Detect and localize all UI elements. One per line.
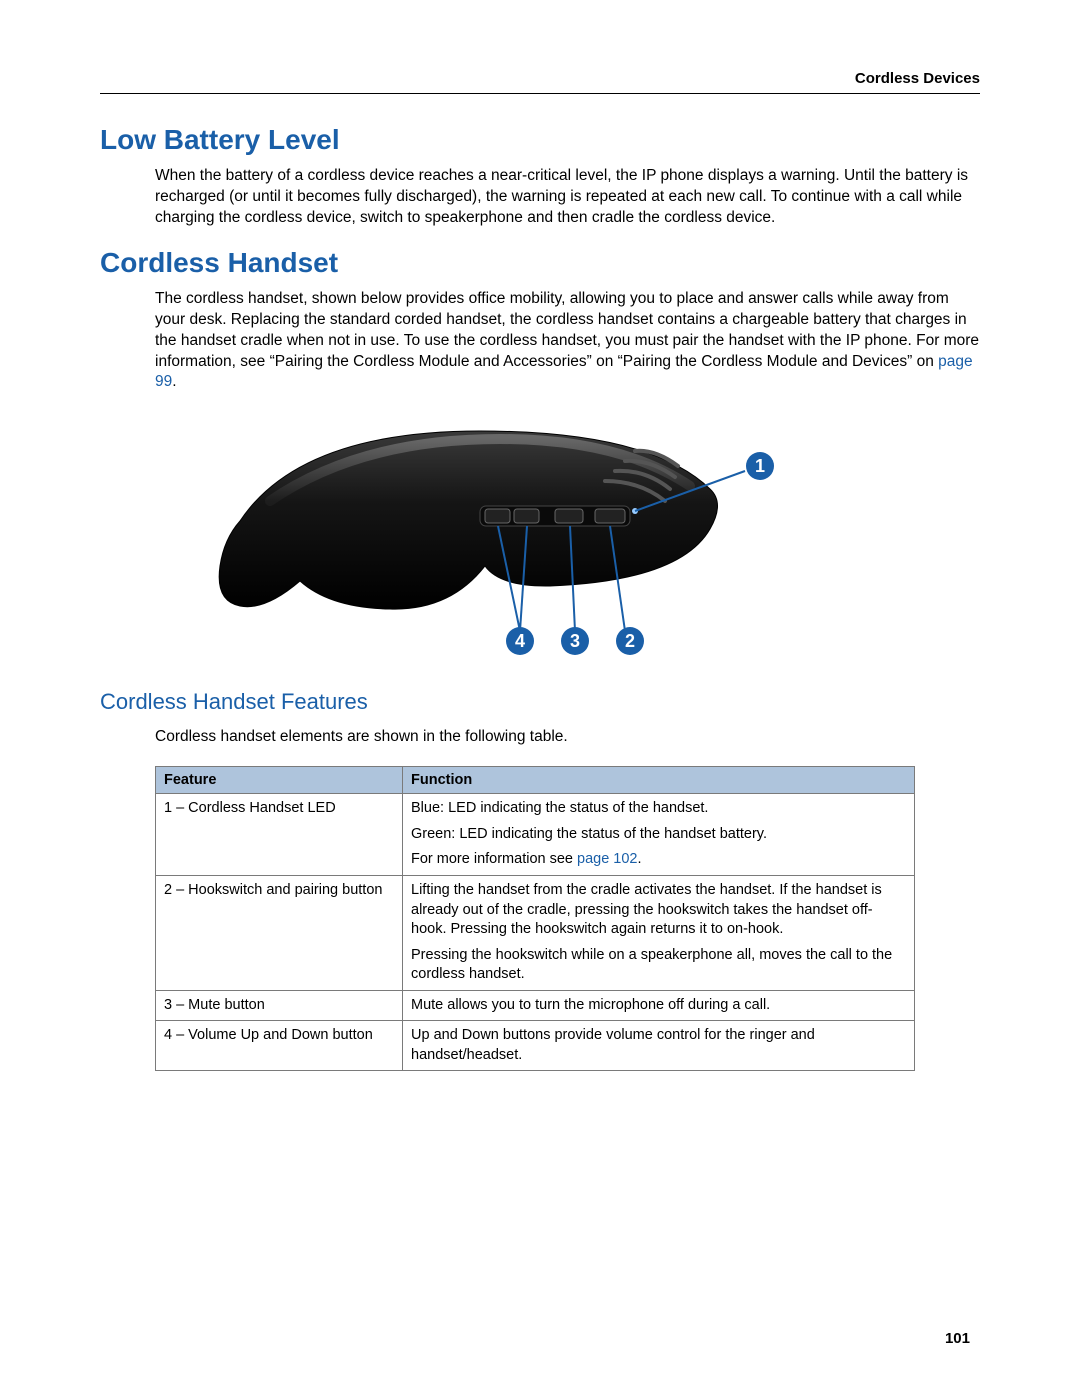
cell-function: Up and Down buttons provide volume contr… — [403, 1021, 915, 1071]
cell-paragraph: Up and Down buttons provide volume contr… — [411, 1026, 906, 1065]
col-feature: Feature — [156, 767, 403, 794]
cell-feature: 3 – Mute button — [156, 990, 403, 1021]
para-cordless-post: . — [172, 373, 176, 390]
page-number: 101 — [945, 1330, 970, 1347]
para-cordless-pre: The cordless handset, shown below provid… — [155, 290, 979, 370]
callout-1: 1 — [755, 456, 765, 476]
para-features-intro: Cordless handset elements are shown in t… — [155, 727, 980, 748]
cell-paragraph: Lifting the handset from the cradle acti… — [411, 881, 906, 940]
heading-cordless-handset: Cordless Handset — [100, 247, 980, 279]
table-row: 3 – Mute button Mute allows you to turn t… — [156, 990, 915, 1021]
para-low-battery: When the battery of a cordless device re… — [155, 166, 980, 229]
cell-paragraph: Mute allows you to turn the microphone o… — [411, 996, 906, 1016]
cell-function: Lifting the handset from the cradle acti… — [403, 875, 915, 990]
page-header-section: Cordless Devices — [100, 70, 980, 94]
cell-paragraph: Blue: LED indicating the status of the h… — [411, 799, 906, 819]
cell-feature: 2 – Hookswitch and pairing button — [156, 875, 403, 990]
table-row: 2 – Hookswitch and pairing buttonLifting… — [156, 875, 915, 990]
callout-4: 4 — [515, 631, 525, 651]
figure-handset: 1 2 3 4 — [180, 411, 800, 671]
table-row: 1 – Cordless Handset LED Blue: LED indica… — [156, 794, 915, 876]
table-row: 4 – Volume Up and Down buttonUp and Down… — [156, 1021, 915, 1071]
col-function: Function — [403, 767, 915, 794]
callout-2: 2 — [625, 631, 635, 651]
callout-3: 3 — [570, 631, 580, 651]
cell-paragraph: Pressing the hookswitch while on a speak… — [411, 946, 906, 985]
cell-feature: 1 – Cordless Handset LED — [156, 794, 403, 876]
heading-handset-features: Cordless Handset Features — [100, 689, 980, 715]
features-table: Feature Function 1 – Cordless Handset LE… — [155, 766, 915, 1071]
cell-function: Blue: LED indicating the status of the h… — [403, 794, 915, 876]
heading-low-battery: Low Battery Level — [100, 124, 980, 156]
cell-paragraph: Green: LED indicating the status of the … — [411, 825, 906, 845]
table-header-row: Feature Function — [156, 767, 915, 794]
cell-paragraph: For more information see page 102. — [411, 850, 906, 870]
cell-feature: 4 – Volume Up and Down button — [156, 1021, 403, 1071]
para-cordless-handset: The cordless handset, shown below provid… — [155, 289, 980, 394]
link-page-ref[interactable]: page 102 — [577, 851, 637, 867]
cell-function: Mute allows you to turn the microphone o… — [403, 990, 915, 1021]
